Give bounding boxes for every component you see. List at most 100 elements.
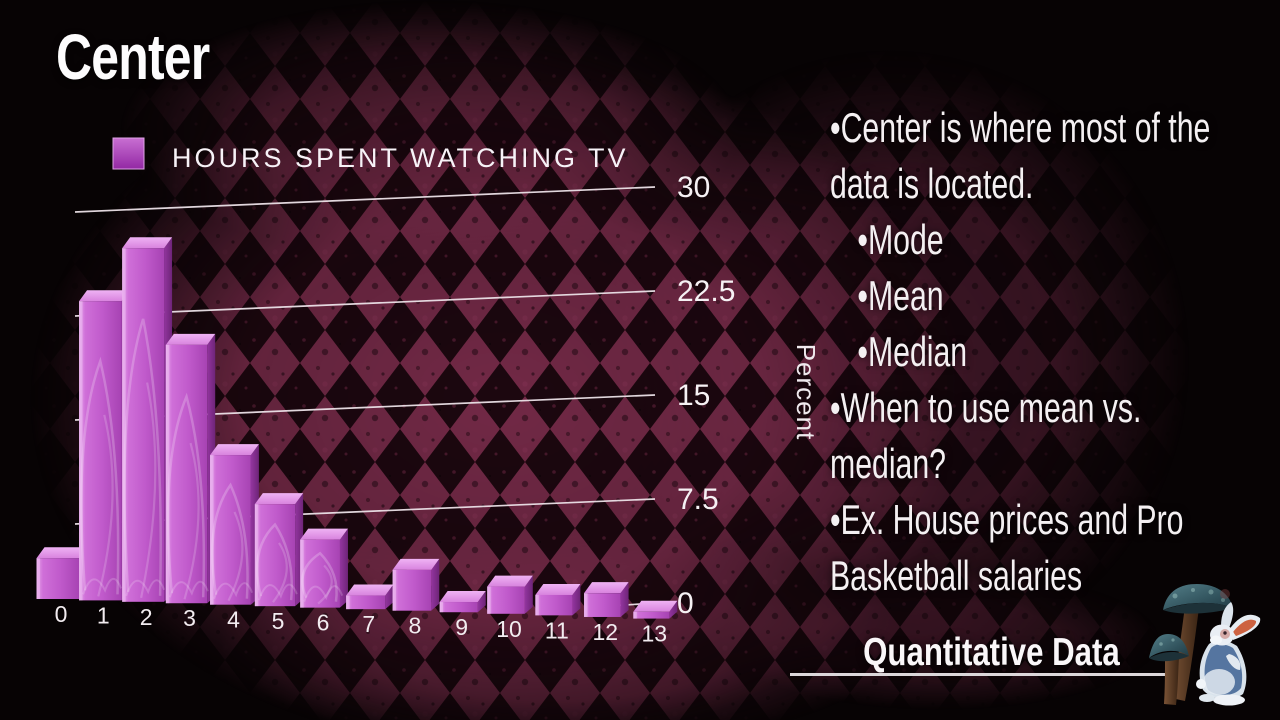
x-tick-label: 1 (97, 602, 110, 628)
bullet-line: •Median (857, 328, 968, 375)
bar (392, 569, 432, 611)
x-tick-label: 7 (362, 611, 375, 637)
bar-side-face (431, 558, 440, 611)
bar-decoration (166, 392, 206, 598)
x-tick-label: 11 (545, 617, 569, 643)
bar-top-face (487, 575, 533, 587)
bar-decoration (317, 564, 333, 605)
white-rabbit-icon (1196, 602, 1261, 706)
bar (584, 593, 621, 617)
bar-highlight (392, 569, 397, 611)
hours-tv-bar-chart: HOURS SPENT WATCHING TV07.51522.530Perce… (36, 137, 821, 647)
y-tick-label: 15 (677, 379, 710, 412)
bar-top-face (535, 583, 581, 595)
y-tick-label: 0 (677, 587, 694, 620)
bar-side-face (524, 575, 533, 614)
bar-decoration (123, 318, 162, 596)
bar (165, 344, 208, 604)
x-tick-label: 8 (409, 613, 422, 639)
rabbit-mushrooms-illustration (1149, 584, 1261, 706)
bar-highlight (210, 455, 214, 605)
bar-side-face (385, 584, 394, 610)
bar-decoration (213, 582, 253, 600)
x-tick-label: 4 (227, 607, 240, 633)
bar-decoration (272, 542, 288, 603)
slide-title: Center (56, 21, 210, 93)
bar-side-face (572, 583, 581, 616)
bar-decoration (80, 356, 120, 595)
bar-highlight (254, 504, 259, 607)
y-axis-title: Percent (791, 344, 821, 441)
bar (300, 539, 340, 608)
bar (79, 301, 122, 601)
bar (36, 558, 80, 599)
bullet-line: data is located. (830, 160, 1034, 207)
bar-highlight (584, 593, 588, 617)
notes-panel: •Center is where most of the data is loca… (830, 100, 1210, 604)
bar-highlight (535, 594, 539, 616)
bar-decoration (82, 577, 122, 595)
bar-top-face (584, 582, 629, 594)
bar-top-face (392, 558, 440, 570)
x-tick-label: 10 (496, 616, 522, 642)
bar (439, 602, 478, 613)
bullet-line: •Mean (857, 272, 944, 319)
bar-decoration (257, 583, 298, 601)
bar-decoration (227, 511, 244, 602)
x-tick-label: 12 (593, 619, 619, 645)
bar-top-face (633, 600, 678, 612)
bar-top-face (439, 591, 486, 603)
bar-highlight (346, 595, 350, 610)
mushrooms-icon (1149, 584, 1233, 705)
x-tick-label: 0 (55, 601, 68, 627)
bar (487, 586, 525, 614)
bar-side-face (620, 582, 629, 617)
bar-highlight (633, 611, 637, 619)
bar-highlight (487, 586, 491, 614)
x-tick-label: 3 (183, 605, 196, 631)
bar-decoration (183, 442, 200, 600)
bar-side-face (339, 528, 348, 608)
bar-decoration (140, 382, 157, 599)
bar-decoration (125, 579, 166, 597)
y-tick-label: 22.5 (677, 275, 735, 308)
bar-highlight (122, 248, 126, 602)
y-tick-label: 30 (677, 171, 710, 204)
bar (210, 455, 251, 605)
bar (346, 595, 386, 610)
bullet-line: •Mode (857, 216, 944, 263)
bar-top-face (210, 444, 259, 456)
bar (535, 594, 573, 616)
y-tick-label: 7.5 (677, 483, 719, 516)
bar-side-face (669, 600, 678, 619)
bullet-line: •Ex. House prices and Pro (830, 496, 1184, 543)
bar-decoration (211, 482, 249, 599)
bar-highlight (439, 602, 444, 613)
footer-underline (790, 673, 1185, 676)
bar-side-face (477, 591, 486, 613)
gridline (74, 186, 656, 213)
bar-top-face (300, 528, 348, 540)
bar-top-face (36, 547, 88, 559)
x-tick-label: 9 (455, 614, 468, 640)
bullet-line: Basketball salaries (830, 552, 1083, 599)
x-tick-label: 6 (317, 610, 330, 636)
bar-top-face (346, 584, 394, 596)
bar-top-face (254, 493, 304, 505)
x-tick-label: 5 (272, 608, 285, 634)
bar-decoration (168, 580, 209, 598)
bar (254, 504, 296, 607)
x-tick-label: 13 (642, 621, 668, 647)
bullet-line: •Center is where most of the (830, 104, 1211, 151)
bar-decoration (303, 585, 344, 602)
bar-top-face (165, 333, 216, 345)
bar-top-face (122, 237, 173, 249)
x-tick-label: 2 (140, 604, 153, 630)
bar-highlight (36, 558, 40, 599)
bar-highlight (79, 301, 83, 601)
bullet-line: median? (830, 440, 946, 487)
bar-decoration (301, 551, 338, 602)
legend-swatch (112, 137, 145, 170)
bullet-line: •When to use mean vs. (830, 384, 1142, 431)
